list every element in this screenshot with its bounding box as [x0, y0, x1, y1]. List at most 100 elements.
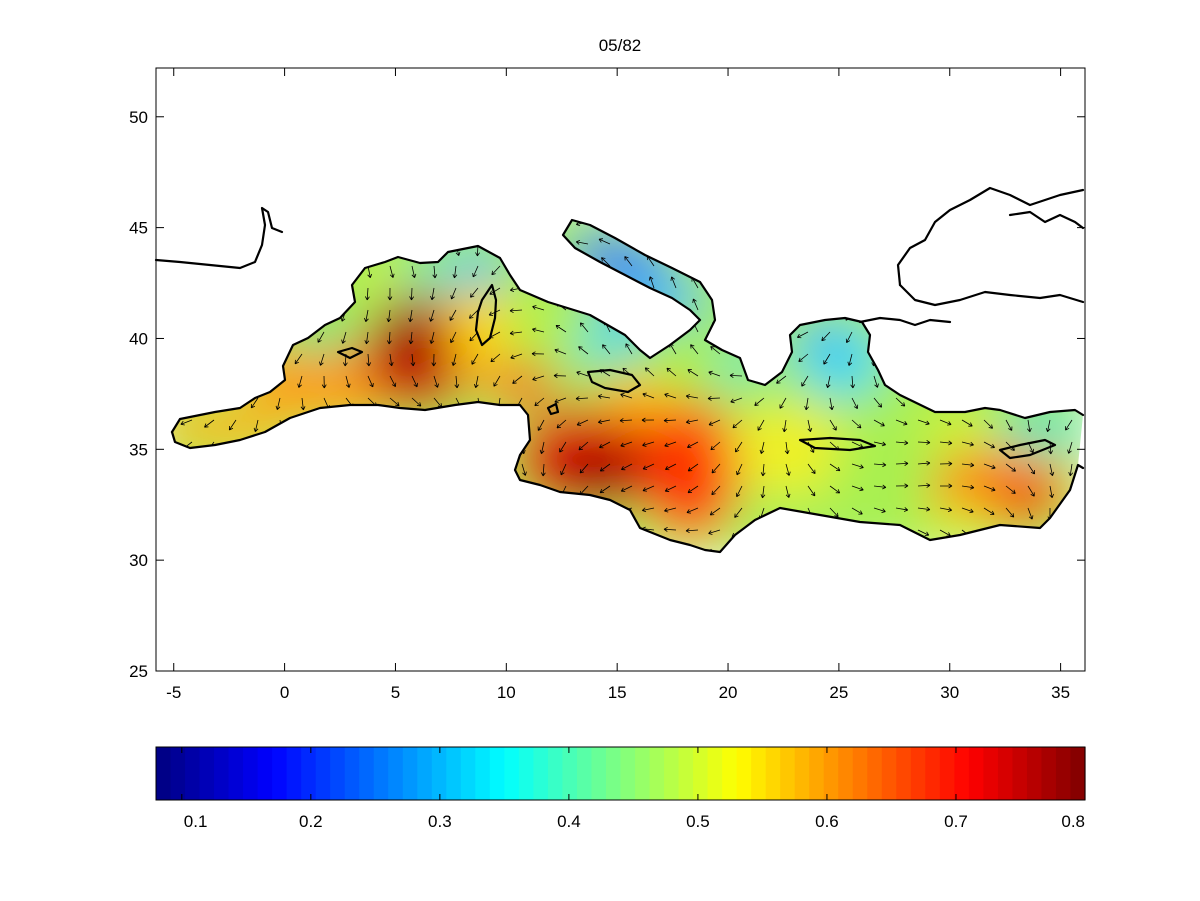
flow-arrow [983, 441, 995, 449]
y-axis: 25 30 35 40 45 50 [129, 108, 1085, 681]
colorbar-segment [954, 747, 970, 800]
flow-arrow [845, 331, 853, 344]
flow-arrow [509, 308, 523, 314]
flow-arrow [961, 462, 975, 468]
flow-arrow [850, 375, 856, 389]
sardinia-corsica-island [474, 283, 498, 347]
flow-arrow [512, 375, 523, 384]
flow-arrow [204, 419, 215, 428]
colorbar-segment [707, 747, 723, 800]
flow-arrow [1027, 485, 1035, 497]
colorbar: 0.1 0.2 0.3 0.4 0.5 0.6 0.7 0.8 [155, 746, 1086, 831]
flow-arrow [829, 507, 839, 518]
flow-arrow [686, 507, 699, 514]
flow-arrow [782, 419, 788, 433]
flow-arrow [710, 346, 721, 355]
flow-arrow [687, 369, 699, 377]
flow-arrow [578, 346, 589, 355]
colorbar-segment [736, 747, 752, 800]
y-tick-label: 30 [129, 551, 148, 570]
flow-arrow [821, 331, 831, 342]
flow-arrow [663, 418, 677, 423]
flow-arrow [1067, 441, 1073, 454]
flow-arrow [644, 367, 655, 377]
flow-arrow [807, 485, 816, 497]
colorbar-segment [693, 747, 709, 800]
colorbar-segment [620, 747, 636, 800]
colorbar-segment [780, 747, 796, 800]
flow-arrow [619, 418, 633, 423]
flow-arrow [297, 375, 303, 388]
colorbar-segment [243, 747, 259, 800]
flow-arrow [685, 394, 699, 399]
x-tick-label: 35 [1051, 683, 1070, 702]
flow-arrow [624, 256, 633, 267]
flow-arrow [664, 441, 677, 448]
colorbar-segment [765, 747, 781, 800]
flow-arrow [895, 419, 908, 426]
flow-arrow [917, 506, 931, 512]
colorbar-segment [156, 747, 172, 800]
flow-arrow [555, 324, 567, 333]
colorbar-segment [199, 747, 215, 800]
x-axis: -5 0 5 10 15 20 25 30 35 [166, 68, 1070, 702]
colorbar-segment [315, 747, 331, 800]
colorbar-tick-label: 0.8 [1061, 812, 1085, 831]
flow-arrow [708, 370, 721, 377]
plot-title: 05/82 [599, 36, 642, 55]
colorbar-segment [664, 747, 680, 800]
flow-arrow [620, 485, 633, 493]
flow-arrow [873, 462, 887, 468]
flow-arrow [961, 507, 974, 514]
flow-arrow [917, 483, 931, 488]
colorbar-segment [983, 747, 999, 800]
flow-arrow [553, 373, 567, 379]
flow-arrow [829, 397, 834, 411]
colorbar-frame [155, 746, 1086, 801]
flow-arrow [663, 527, 677, 532]
flow-arrow [648, 276, 655, 289]
colorbar-segment [751, 747, 767, 800]
flow-arrow [411, 397, 422, 407]
flow-arrow [917, 419, 930, 426]
flow-arrow [387, 287, 393, 301]
flow-arrow [364, 287, 370, 301]
flow-arrow [735, 485, 743, 498]
flow-arrow [411, 375, 418, 388]
colorbar-tick-label: 0.6 [815, 812, 839, 831]
colorbar-segment [838, 747, 854, 800]
flow-arrow [711, 485, 721, 496]
malta-island [546, 402, 560, 416]
flow-arrow [389, 375, 397, 388]
colorbar-segment [504, 747, 520, 800]
flow-arrow [851, 419, 862, 429]
colorbar-segment [794, 747, 810, 800]
flow-arrow [450, 287, 457, 300]
flow-arrow [873, 441, 886, 447]
colorbar-segment [881, 747, 897, 800]
flow-arrow [687, 485, 699, 494]
flow-arrow [367, 375, 374, 388]
colorbar-tick-label: 0.3 [428, 812, 452, 831]
flow-arrow [560, 463, 567, 476]
flow-arrow [760, 463, 766, 477]
flow-arrow [664, 507, 677, 513]
flow-arrow [961, 419, 973, 427]
y-tick-label: 40 [129, 329, 148, 348]
colorbar-segment [533, 747, 549, 800]
flow-arrow [366, 353, 372, 367]
y-tick-label: 25 [129, 662, 148, 681]
flow-arrow [451, 353, 457, 366]
flow-arrow [539, 441, 545, 454]
flow-arrow [430, 287, 435, 301]
colorbar-segment [852, 747, 868, 800]
flow-arrow [620, 441, 633, 448]
coastlines [154, 186, 1085, 554]
flow-arrow [559, 441, 567, 453]
colorbar-segment [1070, 747, 1086, 800]
flow-arrow [873, 507, 886, 513]
flow-arrow [685, 419, 699, 425]
flow-arrow [642, 463, 655, 470]
flow-arrow [294, 353, 303, 365]
flow-arrow [873, 397, 883, 408]
